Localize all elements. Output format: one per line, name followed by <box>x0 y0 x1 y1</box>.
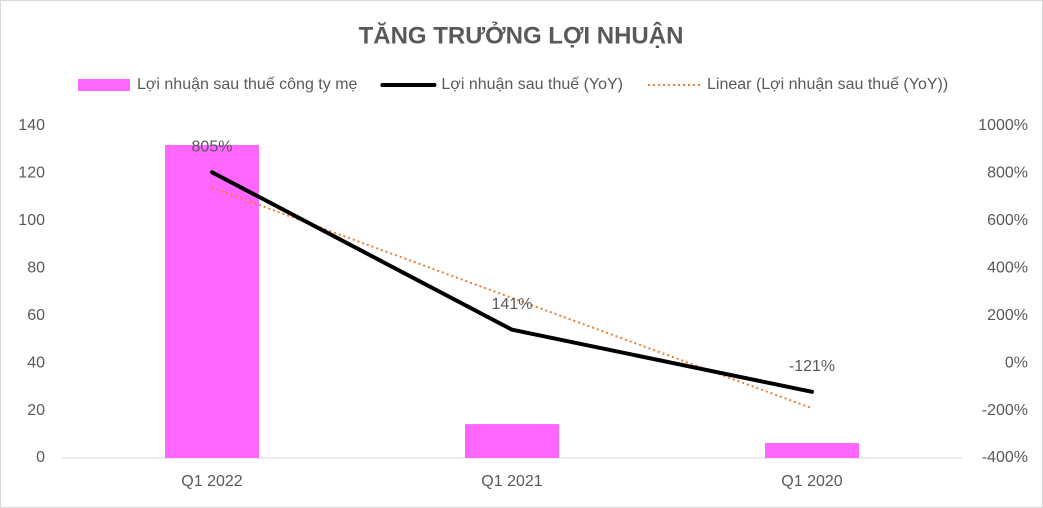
y2-tick-label: -400% <box>982 449 1028 466</box>
bar <box>765 443 859 458</box>
y-tick-label: 20 <box>27 402 45 419</box>
y2-tick-label: -200% <box>982 402 1028 419</box>
y2-tick-label: 0% <box>1005 354 1028 371</box>
y2-tick-label: 800% <box>987 165 1028 182</box>
y-tick-label: 40 <box>27 354 45 371</box>
y-tick-label: 80 <box>27 260 45 277</box>
y-tick-label: 120 <box>18 165 45 182</box>
chart-title: TĂNG TRƯỞNG LỢI NHUẬN <box>359 20 684 49</box>
data-label: 805% <box>192 138 233 155</box>
legend-swatch <box>78 79 130 91</box>
x-tick-label: Q1 2021 <box>481 473 542 490</box>
y-tick-label: 60 <box>27 307 45 324</box>
bar <box>465 424 559 458</box>
legend-label: Lợi nhuận sau thuế (YoY) <box>441 76 623 93</box>
y-tick-label: 140 <box>18 117 45 134</box>
data-label: 141% <box>492 296 533 313</box>
x-tick-label: Q1 2020 <box>781 473 842 490</box>
y-tick-label: 0 <box>36 449 45 466</box>
y-tick-label: 100 <box>18 212 45 229</box>
legend-label: Lợi nhuận sau thuế công ty mẹ <box>137 76 358 93</box>
y2-tick-label: 600% <box>987 212 1028 229</box>
y2-tick-label: 400% <box>987 260 1028 277</box>
y2-tick-label: 200% <box>987 307 1028 324</box>
line <box>210 170 814 394</box>
bar <box>165 144 259 458</box>
x-tick-label: Q1 2022 <box>181 473 242 490</box>
y2-tick-label: 1000% <box>978 117 1028 134</box>
legend-label: Linear (Lợi nhuận sau thuế (YoY)) <box>707 76 948 93</box>
data-label: -121% <box>789 358 835 375</box>
